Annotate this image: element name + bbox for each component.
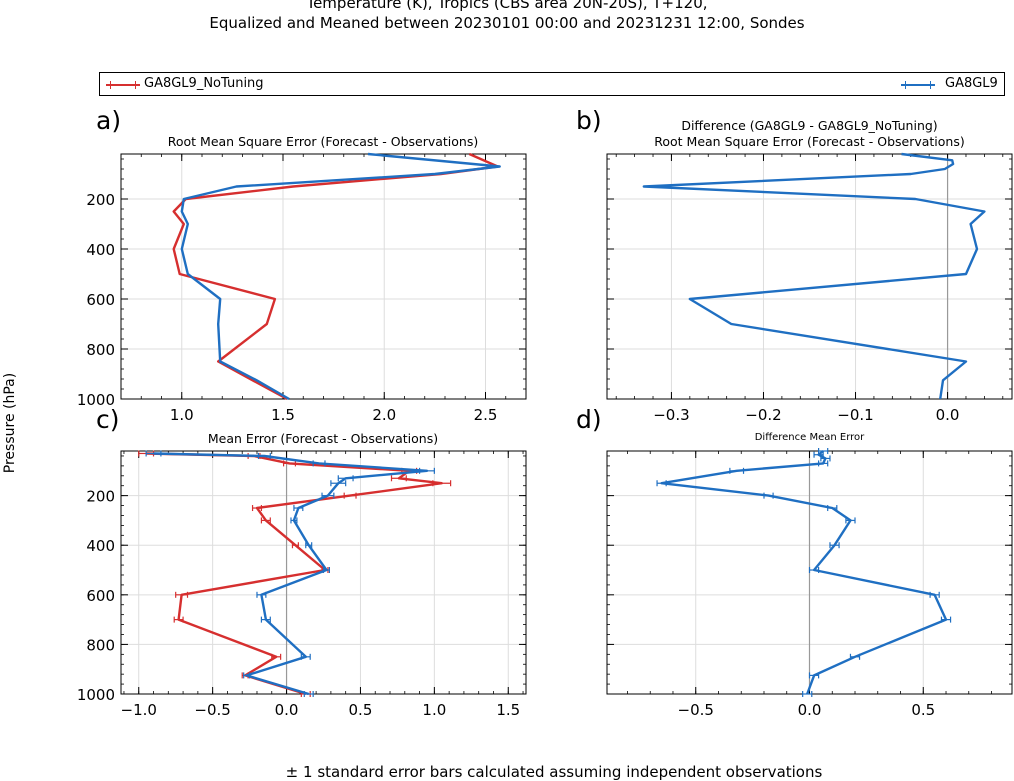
panel-c-series-0-line bbox=[146, 452, 443, 696]
panel-b-title-line-1: Difference (GA8GL9 - GA8GL9_NoTuning) bbox=[681, 118, 938, 133]
panel-d-series-0-line bbox=[660, 450, 948, 695]
panel-a-series-1-line bbox=[180, 152, 501, 401]
legend-swatch-b bbox=[901, 81, 935, 89]
panel-c-letter: c) bbox=[96, 405, 120, 434]
panel-b-xtick-label-1: −0.2 bbox=[745, 406, 781, 424]
panel-c-ytick-label-0: 200 bbox=[86, 488, 115, 506]
panel-a-letter: a) bbox=[96, 106, 122, 135]
panel-d-plot: −0.5 0.0 0.5 bbox=[606, 448, 1013, 719]
panel-c-ytick-label-4: 1000 bbox=[77, 686, 115, 704]
panel-b-frame bbox=[606, 153, 1013, 400]
panel-d-xtick-label-0: −0.5 bbox=[678, 701, 714, 719]
panel-b-xtick-label-2: −0.1 bbox=[837, 406, 873, 424]
panel-d-xtick-label-1: 0.0 bbox=[798, 701, 822, 719]
panel-a-xtick-label-0: 1.0 bbox=[170, 406, 194, 424]
legend: GA8GL9_NoTuning GA8GL9 bbox=[99, 72, 1005, 96]
panel-b-title-line-2: Root Mean Square Error (Forecast - Obser… bbox=[654, 134, 965, 149]
legend-swatch-a bbox=[106, 81, 140, 89]
panel-c-ytick-label-2: 600 bbox=[86, 587, 115, 605]
panel-c-title: Mean Error (Forecast - Observations) bbox=[207, 431, 439, 446]
panel-d-xtick-label-2: 0.5 bbox=[911, 701, 935, 719]
panel-b-xtick-label-0: −0.3 bbox=[653, 406, 689, 424]
panel-c-xtick-label-4: 1.0 bbox=[422, 701, 446, 719]
panel-a-ytick-label-4: 1000 bbox=[77, 391, 115, 409]
panel-a-xtick-label-3: 2.5 bbox=[474, 406, 498, 424]
panel-c-xtick-label-3: 0.5 bbox=[349, 701, 373, 719]
panel-b-letter: b) bbox=[576, 106, 602, 135]
panel-b-xtick-label-3: 0.0 bbox=[936, 406, 960, 424]
panel-a-frame bbox=[120, 153, 527, 400]
panel-a-xtick-label-1: 1.5 bbox=[271, 406, 295, 424]
legend-label-a: GA8GL9_NoTuning bbox=[144, 76, 264, 91]
panel-a-ytick-label-1: 400 bbox=[86, 241, 115, 259]
panel-c-series-1-line bbox=[153, 452, 429, 696]
panel-d-title: Difference Mean Error bbox=[754, 432, 865, 443]
panel-c-xtick-label-5: 1.5 bbox=[496, 701, 520, 719]
panel-a-xtick-label-2: 2.0 bbox=[372, 406, 396, 424]
panel-d-letter: d) bbox=[576, 405, 602, 434]
panel-a-title: Root Mean Square Error (Forecast - Obser… bbox=[167, 134, 479, 149]
panel-a-ytick-label-3: 800 bbox=[86, 341, 115, 359]
legend-label-b: GA8GL9 bbox=[945, 76, 998, 91]
panel-c-ytick-label-3: 800 bbox=[86, 636, 115, 654]
figure-title-line-1: Temperature (K), Tropics (CBS area 20N-2… bbox=[306, 0, 708, 12]
footnote: ± 1 standard error bars calculated assum… bbox=[285, 763, 823, 781]
panel-b-series-0-line bbox=[642, 152, 986, 400]
figure-title-line-2: Equalized and Meaned between 20230101 00… bbox=[209, 14, 805, 32]
panel-a-plot: 1.0 1.5 2.0 2.5 200 400 600 800 1000 bbox=[77, 152, 527, 424]
panel-b-plot: −0.3 −0.2 −0.1 0.0 bbox=[606, 152, 1013, 424]
panel-c-xtick-label-1: −0.5 bbox=[194, 701, 230, 719]
panel-c-xtick-label-2: 0.0 bbox=[275, 701, 299, 719]
panel-c-plot: −1.0 −0.5 0.0 0.5 1.0 1.5 200 400 600 800 1000 bbox=[77, 450, 527, 719]
panel-c-xtick-label-0: −1.0 bbox=[121, 701, 157, 719]
panel-c-ytick-label-1: 400 bbox=[86, 537, 115, 555]
panel-a-ytick-label-0: 200 bbox=[86, 191, 115, 209]
panel-a-ytick-label-2: 600 bbox=[86, 291, 115, 309]
panel-c-frame bbox=[120, 450, 527, 695]
